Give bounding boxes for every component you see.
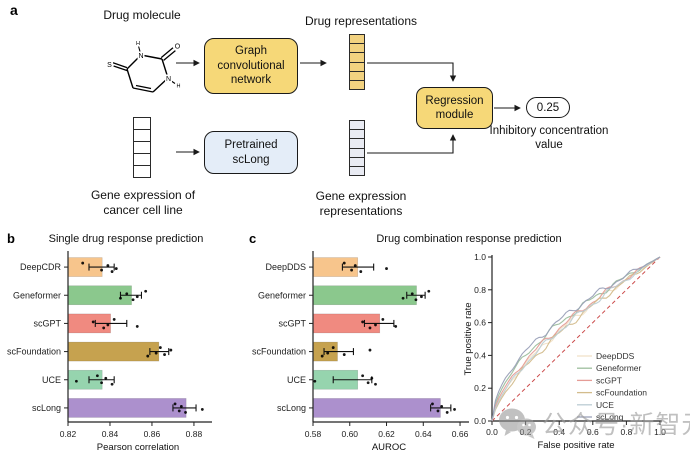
panel-b-title: Single drug response prediction xyxy=(48,233,204,245)
svg-text:0.6: 0.6 xyxy=(474,318,486,328)
svg-text:N: N xyxy=(138,53,143,60)
svg-text:O: O xyxy=(175,44,181,51)
svg-text:Geneformer: Geneformer xyxy=(258,290,306,300)
pretrained-sclong-box: Pretrained scLong xyxy=(204,131,298,174)
gcn-box-label: Graph convolutional network xyxy=(217,45,285,87)
svg-text:1.0: 1.0 xyxy=(474,252,486,262)
svg-text:Geneformer: Geneformer xyxy=(596,363,642,373)
svg-text:0.84: 0.84 xyxy=(102,429,119,439)
vector-cell xyxy=(349,165,365,177)
drug-molecule-label: Drug molecule xyxy=(103,8,181,22)
svg-text:scFoundation: scFoundation xyxy=(252,347,306,357)
panel-b-label: b xyxy=(7,231,15,246)
single-drug-bar-chart: 0.82 0.84 0.86 0.88 Pearson correlation DeepC… xyxy=(7,251,212,453)
watermark-text: 公众号·新智元 xyxy=(542,411,690,439)
svg-text:0.0: 0.0 xyxy=(486,427,498,437)
drug-representation-vector xyxy=(349,34,365,91)
svg-text:0.8: 0.8 xyxy=(620,427,632,437)
svg-text:scLong: scLong xyxy=(277,403,306,413)
vector-cell xyxy=(349,79,365,91)
panel-a-label: a xyxy=(10,2,18,18)
svg-text:0.58: 0.58 xyxy=(305,429,322,439)
regression-box-label: Regression module xyxy=(425,94,484,121)
svg-text:0.66: 0.66 xyxy=(452,429,469,439)
svg-text:Pearson correlation: Pearson correlation xyxy=(97,442,179,453)
svg-text:0.4: 0.4 xyxy=(474,350,486,360)
svg-text:0.2: 0.2 xyxy=(474,383,486,393)
svg-text:AUROC: AUROC xyxy=(372,442,406,453)
svg-text:scGPT: scGPT xyxy=(33,318,61,328)
svg-text:H: H xyxy=(177,84,181,90)
svg-text:S: S xyxy=(107,62,112,69)
svg-text:0.64: 0.64 xyxy=(415,429,432,439)
svg-text:UCE: UCE xyxy=(42,375,61,385)
regression-module-box: Regression module xyxy=(416,87,493,129)
svg-text:scLong: scLong xyxy=(32,403,61,413)
output-value-pill: 0.25 xyxy=(526,97,570,118)
svg-text:0.4: 0.4 xyxy=(553,427,565,437)
graph-convolutional-network-box: Graph convolutional network xyxy=(204,38,298,94)
inhibitory-caption: Inhibitory concentration value xyxy=(489,125,609,152)
wechat-icon xyxy=(499,408,536,439)
svg-text:1.0: 1.0 xyxy=(654,427,666,437)
svg-text:0.62: 0.62 xyxy=(378,429,395,439)
panel-c-title: Drug combination response prediction xyxy=(376,233,562,245)
svg-text:UCE: UCE xyxy=(287,375,306,385)
gene-input-label: Gene expression of cancer cell line xyxy=(90,188,196,217)
svg-text:scGPT: scGPT xyxy=(596,375,622,385)
svg-text:N: N xyxy=(166,76,171,83)
panel-c-label: c xyxy=(249,231,257,246)
svg-text:0.0: 0.0 xyxy=(474,416,486,426)
output-value: 0.25 xyxy=(536,101,560,114)
vector-cell xyxy=(133,165,151,178)
svg-text:scFoundation: scFoundation xyxy=(596,388,647,398)
gene-representation-vector xyxy=(349,120,365,177)
drug-representations-label: Drug representations xyxy=(304,14,418,28)
svg-text:DeepDDS: DeepDDS xyxy=(265,262,306,272)
gene-expression-input-vector xyxy=(133,117,151,178)
svg-text:scFoundation: scFoundation xyxy=(7,347,61,357)
svg-text:0.86: 0.86 xyxy=(144,429,161,439)
svg-text:DeepDDS: DeepDDS xyxy=(596,351,635,361)
svg-text:scGPT: scGPT xyxy=(278,318,306,328)
svg-text:0.88: 0.88 xyxy=(186,429,203,439)
svg-text:H: H xyxy=(136,41,140,47)
svg-text:0.60: 0.60 xyxy=(341,429,358,439)
panel-a-arrows xyxy=(176,59,521,156)
svg-text:DeepCDR: DeepCDR xyxy=(20,262,62,272)
combo-bar-chart: 0.58 0.60 0.62 0.64 0.66 AUROC DeepDDS Geneform… xyxy=(252,251,469,453)
svg-text:scLong: scLong xyxy=(596,412,624,422)
svg-text:UCE: UCE xyxy=(596,400,614,410)
roc-chart: 0.00.20.40.60.81.00.00.20.40.60.81.0Fals… xyxy=(463,252,666,451)
watermark: 公众号·新智元 xyxy=(497,405,690,441)
svg-text:True positive rate: True positive rate xyxy=(463,302,474,375)
svg-text:0.6: 0.6 xyxy=(587,427,599,437)
svg-text:False positive rate: False positive rate xyxy=(537,440,614,451)
svg-text:0.82: 0.82 xyxy=(60,429,77,439)
svg-text:0.8: 0.8 xyxy=(474,285,486,295)
gene-representations-label: Gene expression representations xyxy=(315,189,407,218)
svg-text:Geneformer: Geneformer xyxy=(13,290,61,300)
pretrained-box-label: Pretrained scLong xyxy=(224,139,278,166)
